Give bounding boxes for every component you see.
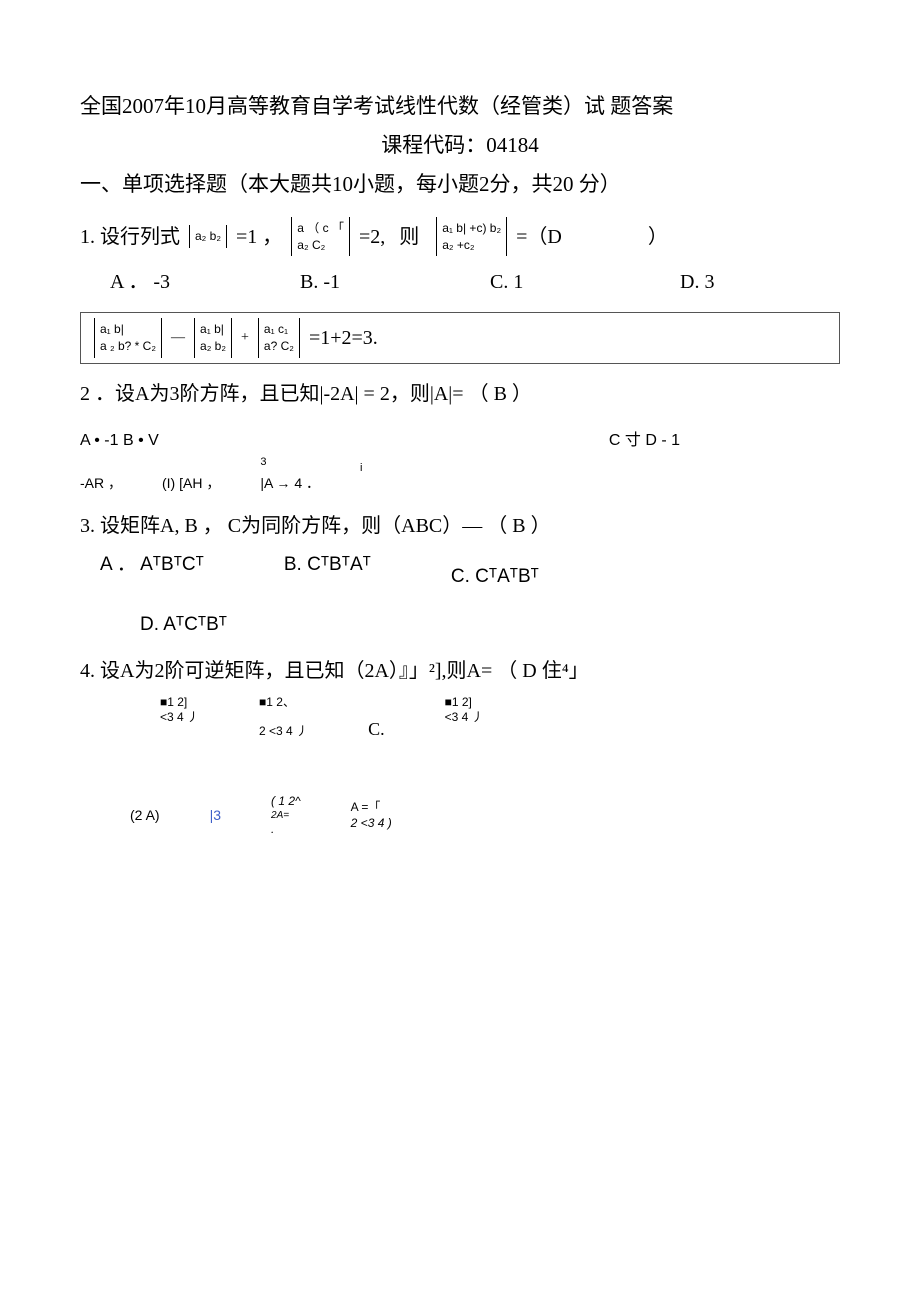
q3-opt-c: C. CᵀAᵀBᵀ bbox=[451, 562, 539, 592]
q1-opt-d: D. 3 bbox=[680, 266, 800, 298]
q4-stem: 4. 设A为2阶可逆矩阵，且已知（2A）』」²],则A= （ D 住⁴」 bbox=[80, 660, 589, 682]
q4-work: (2 A) |3 ( 1 2^ 2A= . A =「 2 <3 4 ) bbox=[130, 794, 840, 838]
q1-det2-r1: a （ c 「 bbox=[297, 220, 344, 237]
q1-det3: a₁ b| +c) b₂ a₂ +c₂ bbox=[436, 217, 507, 257]
q4-c2b: 2 <3 4 丿 bbox=[259, 724, 308, 740]
q1-mid: 则 bbox=[399, 221, 419, 253]
q1-opt-a: A ． -3 bbox=[110, 266, 230, 298]
question-2: 2 ．设A为3阶方阵，且已知|-2A| = 2，则|A|= （ B ） bbox=[80, 378, 840, 410]
q2-opt-cd: C 寸 D - 1 bbox=[609, 428, 680, 454]
w-d2-r1: a₁ b| bbox=[200, 321, 226, 338]
q1-eq2: =2, bbox=[359, 221, 385, 253]
q2-work: -AR ， (I) [AH ， 3 |A → 4 ． i bbox=[80, 472, 840, 494]
q1-opt-c: C. 1 bbox=[490, 266, 610, 298]
q4-c1a: ■1 2] bbox=[160, 695, 199, 711]
q1-opt-b: B. -1 bbox=[300, 266, 420, 298]
q1-det2-r2: a₂ C₂ bbox=[297, 237, 344, 254]
q2-options: A • -1 B • V C 寸 D - 1 bbox=[80, 428, 680, 454]
section-1-heading: 一、单项选择题（本大题共10小题，每小题2分，共20 分） bbox=[80, 168, 840, 202]
q2-work-a: -AR ， bbox=[80, 472, 122, 494]
q1-eq1: =1 ， bbox=[236, 221, 282, 253]
question-1: 1. 设行列式 a₂ b₂ =1 ， a （ c 「 a₂ C₂ =2, 则 a… bbox=[80, 217, 840, 257]
q1-det1-r1: a₂ b₂ bbox=[195, 228, 221, 245]
q3-opt-d: D. AᵀCᵀBᵀ bbox=[140, 614, 227, 635]
q2-opt-ab: A • -1 B • V bbox=[80, 428, 159, 454]
q1-stem-a: 1. 设行列式 bbox=[80, 221, 180, 253]
q4-c4: ■1 2] <3 4 丿 bbox=[445, 695, 484, 726]
q1-eq3: =（D bbox=[516, 221, 562, 253]
q4-c1: ■1 2] <3 4 丿 bbox=[160, 695, 199, 726]
q2-stem: 2 ．设A为3阶方阵，且已知|-2A| = 2，则|A|= （ B ） bbox=[80, 383, 532, 405]
q4-c2: ■1 2、 2 <3 4 丿 bbox=[259, 695, 308, 740]
q2-work-c: 3 bbox=[260, 454, 266, 472]
q1-work-eq: =1+2=3. bbox=[309, 322, 378, 354]
q4-c2a: ■1 2、 bbox=[259, 695, 308, 711]
question-4: 4. 设A为2阶可逆矩阵，且已知（2A）』」²],则A= （ D 住⁴」 bbox=[80, 655, 840, 687]
q4-bC: ( 1 2^ 2A= . bbox=[271, 794, 301, 838]
q3-options-row1: A ． AᵀBᵀCᵀ B. CᵀBᵀAᵀ C. CᵀAᵀBᵀ bbox=[100, 550, 840, 592]
q4-bD2: 2 <3 4 ) bbox=[351, 816, 392, 832]
q4-options: ■1 2] <3 4 丿 ■1 2、 2 <3 4 丿 C. ■1 2] <3 … bbox=[160, 695, 840, 744]
q4-bD: A =「 2 <3 4 ) bbox=[351, 800, 392, 831]
w-d1-r1: a₁ b| bbox=[100, 321, 156, 338]
q3-stem: 3. 设矩阵A, B ， C为同阶方阵，则（ABC）— （ B ） bbox=[80, 515, 551, 537]
w-d3-r2: a? C₂ bbox=[264, 338, 294, 355]
q4-bC1: ( 1 2^ bbox=[271, 794, 301, 810]
q4-c3: C. bbox=[368, 715, 385, 744]
w-d3-r1: a₁ c₁ bbox=[264, 321, 294, 338]
q1-det2: a （ c 「 a₂ C₂ bbox=[291, 217, 350, 257]
w-d1-r2: a ₂ b? * C₂ bbox=[100, 338, 156, 355]
q4-bC2: 2A= bbox=[271, 809, 301, 822]
q2-work-b: (I) [AH ， bbox=[162, 472, 220, 494]
question-3: 3. 设矩阵A, B ， C为同阶方阵，则（ABC）— （ B ） bbox=[80, 510, 840, 542]
q3-opt-a: A ． AᵀBᵀCᵀ bbox=[100, 550, 204, 592]
q3-opt-b: B. CᵀBᵀAᵀ bbox=[284, 550, 371, 592]
q4-c1b: <3 4 丿 bbox=[160, 710, 199, 726]
q2-work-d: i bbox=[360, 460, 362, 478]
q4-bA: (2 A) bbox=[130, 804, 160, 826]
q1-det1: a₂ b₂ bbox=[189, 225, 227, 248]
q3-options-row2: D. AᵀCᵀBᵀ bbox=[140, 610, 840, 640]
q1-work-det2: a₁ b| a₂ b₂ bbox=[194, 318, 232, 358]
q1-det3-r1: a₁ b| +c) b₂ bbox=[442, 220, 501, 237]
q1-options: A ． -3 B. -1 C. 1 D. 3 bbox=[110, 266, 840, 298]
q1-tail: ） bbox=[648, 221, 668, 253]
doc-title-line2: 课程代码：04184 bbox=[80, 129, 840, 163]
q1-work-sep2: + bbox=[241, 327, 249, 349]
q2-work-e: |A → 4 ． bbox=[260, 475, 320, 491]
q4-c4a: ■1 2] bbox=[445, 695, 484, 711]
q1-work-det1: a₁ b| a ₂ b? * C₂ bbox=[94, 318, 162, 358]
q1-work: a₁ b| a ₂ b? * C₂ — a₁ b| a₂ b₂ + a₁ c₁ … bbox=[80, 312, 840, 364]
q4-c4b: <3 4 丿 bbox=[445, 710, 484, 726]
q4-bD1: A =「 bbox=[351, 800, 392, 816]
doc-title-line1: 全国2007年10月高等教育自学考试线性代数（经管类）试 题答案 bbox=[80, 90, 840, 124]
w-d2-r2: a₂ b₂ bbox=[200, 338, 226, 355]
q4-bC3: . bbox=[271, 822, 301, 838]
q1-work-det3: a₁ c₁ a? C₂ bbox=[258, 318, 300, 358]
q1-work-sep1: — bbox=[171, 327, 185, 349]
q4-bB: |3 bbox=[210, 804, 221, 826]
q1-det3-r2: a₂ +c₂ bbox=[442, 237, 501, 254]
